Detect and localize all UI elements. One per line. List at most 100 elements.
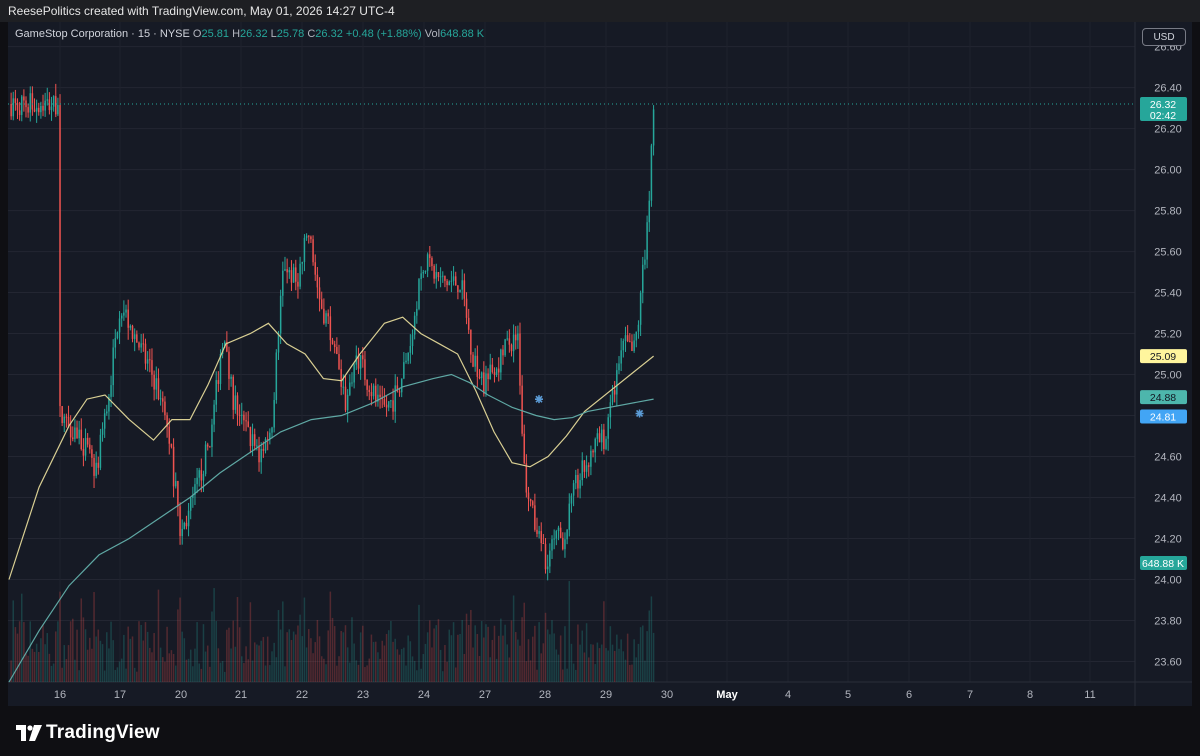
candle-body [642, 264, 644, 293]
candle-body [310, 236, 312, 240]
volume-bar [256, 644, 258, 682]
volume-bar [557, 654, 560, 682]
volume-bar [312, 653, 314, 682]
ma-fast-line [8, 316, 654, 580]
candle-body [89, 444, 91, 450]
candle-body [510, 344, 513, 352]
volume-bar [48, 653, 51, 682]
volume-bar [243, 663, 245, 682]
candle-body [366, 379, 368, 390]
candle-body [228, 351, 230, 379]
y-tick-label: 25.00 [1154, 370, 1182, 382]
volume-bar [318, 636, 321, 682]
candle-body [286, 269, 288, 273]
candle-body [155, 378, 158, 390]
candle-body [10, 103, 12, 117]
candle-body [342, 386, 345, 388]
candle-body [44, 100, 46, 111]
candle-body [314, 262, 316, 275]
volume-bar [631, 664, 633, 682]
candle-body [472, 354, 474, 367]
x-tick-label: May [716, 689, 738, 701]
candle-body [579, 480, 581, 489]
candle-body [78, 429, 80, 439]
x-tick-label: 30 [661, 689, 673, 701]
volume-bar [480, 621, 483, 682]
volume-bar [355, 660, 358, 682]
volume-bar [583, 652, 586, 682]
volume-bar [187, 658, 190, 682]
candle-body [234, 395, 237, 410]
volume-bar [42, 624, 44, 682]
volume-bar [333, 626, 336, 682]
y-tick-label: 24.20 [1154, 534, 1182, 546]
candle-body [84, 437, 87, 456]
volume-bar [372, 641, 375, 682]
volume-bar [342, 632, 345, 682]
candle-body [189, 497, 192, 511]
candle-body [149, 359, 151, 361]
candle-body [609, 402, 612, 418]
candle-body [506, 338, 508, 340]
candle-body [500, 349, 502, 373]
volume-bar [429, 620, 431, 682]
candle-body [633, 340, 635, 351]
candle-body [16, 102, 19, 111]
candle-body [483, 372, 485, 394]
candle-body [14, 98, 17, 103]
volume-bar [189, 649, 192, 682]
volume-bar [364, 667, 366, 682]
candle-body [411, 334, 414, 347]
volume-bar [383, 645, 386, 682]
volume-bar [525, 661, 528, 682]
volume-bar [420, 668, 422, 682]
candle-body [299, 263, 301, 287]
candle-body [215, 380, 217, 405]
candle-body [35, 107, 38, 112]
candle-body [400, 378, 403, 393]
candle-body [403, 362, 405, 379]
candle-body [187, 510, 190, 527]
volume-bar [198, 663, 200, 682]
candle-body [470, 329, 472, 355]
volume-bar [517, 639, 519, 682]
volume-bar [590, 644, 592, 682]
currency-button[interactable]: USD [1142, 28, 1186, 46]
candle-body [359, 355, 362, 369]
y-tick-label: 26.20 [1154, 124, 1182, 136]
candle-body [292, 267, 295, 283]
candle-body [639, 292, 642, 325]
last-price-tag-text: 02:42 [1150, 110, 1176, 122]
candle-body [112, 347, 114, 386]
chart-frame[interactable] [8, 22, 1192, 706]
volume-bar [213, 588, 215, 682]
candle-body [258, 445, 260, 463]
candle-body [99, 434, 102, 468]
volume-bar [353, 643, 355, 682]
volume-bar [474, 625, 476, 682]
volume-bar [204, 651, 207, 682]
candle-body [531, 501, 534, 506]
volume-bar [286, 632, 288, 682]
candle-body [542, 543, 545, 545]
candle-body [200, 470, 203, 481]
candle-body [181, 528, 183, 537]
candle-body [138, 342, 140, 348]
candle-body [31, 93, 34, 110]
candle-body [387, 401, 390, 408]
candle-body [50, 106, 53, 111]
volume-bar [295, 634, 297, 682]
candle-body [544, 543, 547, 570]
volume-bar [375, 641, 377, 682]
candle-body [626, 335, 629, 342]
volume-bar [99, 640, 102, 682]
candle-body [540, 531, 542, 544]
volume-bar [646, 631, 648, 682]
volume-bar [629, 664, 631, 682]
volume-value: 648.88 K [440, 28, 485, 40]
candle-body [383, 399, 386, 405]
candle-body [450, 280, 453, 282]
volume-bar [262, 637, 265, 682]
volume-bar [487, 626, 489, 682]
